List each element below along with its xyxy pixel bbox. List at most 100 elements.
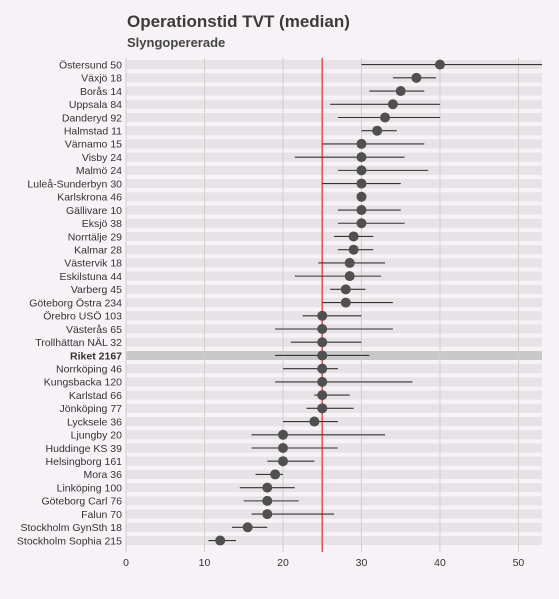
category-label: Kalmar 28 xyxy=(74,244,122,256)
category-label: Västerås 65 xyxy=(66,324,122,336)
data-point xyxy=(348,231,359,242)
category-label: Linköping 100 xyxy=(57,482,123,494)
x-tick-label: 40 xyxy=(434,557,446,569)
data-point xyxy=(317,376,328,387)
data-point xyxy=(344,257,355,268)
data-point xyxy=(317,363,328,374)
category-label: Göteborg Östra 234 xyxy=(29,297,122,309)
data-point xyxy=(309,416,320,427)
chart-title: Operationstid TVT (median) xyxy=(127,12,350,31)
data-point xyxy=(277,429,288,440)
data-point xyxy=(340,297,351,308)
row-band xyxy=(126,192,542,202)
chart-subtitle: Slyngopererade xyxy=(127,35,226,50)
category-label: Karlskrona 46 xyxy=(57,192,122,204)
x-tick-label: 0 xyxy=(123,557,129,569)
row-band xyxy=(126,218,542,228)
x-tick-label: 10 xyxy=(199,557,211,569)
category-label: Helsingborg 161 xyxy=(46,456,123,468)
data-point xyxy=(356,152,367,163)
category-label: Norrköping 46 xyxy=(56,363,122,375)
category-label: Örebro USÖ 103 xyxy=(43,311,122,323)
data-point xyxy=(356,165,367,176)
row-band xyxy=(126,73,542,83)
category-label: Mora 36 xyxy=(83,469,122,481)
category-label: Malmö 24 xyxy=(76,165,122,177)
category-label: Värnamo 15 xyxy=(65,139,122,151)
data-point xyxy=(356,138,367,149)
category-label: Eskilstuna 44 xyxy=(60,271,123,283)
data-point xyxy=(395,86,406,97)
category-label: Karlstad 66 xyxy=(69,390,122,402)
data-point xyxy=(277,442,288,453)
category-label: Danderyd 92 xyxy=(62,112,122,124)
data-point xyxy=(317,350,328,361)
data-point xyxy=(317,403,328,414)
category-label: Visby 24 xyxy=(82,152,122,164)
data-point xyxy=(411,72,422,83)
x-tick-label: 30 xyxy=(356,557,368,569)
category-label: Göteborg Carl 76 xyxy=(41,496,122,508)
category-label: Stockholm GynSth 18 xyxy=(20,522,122,534)
data-point xyxy=(356,205,367,216)
category-label: Eksjö 38 xyxy=(82,218,122,230)
data-point xyxy=(434,59,445,70)
data-point xyxy=(317,310,328,321)
row-band xyxy=(126,86,542,96)
data-point xyxy=(344,271,355,282)
data-point xyxy=(356,218,367,229)
row-band xyxy=(126,536,542,546)
data-point xyxy=(242,522,253,533)
row-band xyxy=(126,205,542,215)
data-point xyxy=(317,324,328,335)
category-label: Ljungby 20 xyxy=(71,430,123,442)
data-point xyxy=(262,509,273,520)
category-label: Riket 2167 xyxy=(70,350,122,362)
data-point xyxy=(262,495,273,506)
row-band xyxy=(126,522,542,532)
row-band xyxy=(126,456,542,466)
row-band xyxy=(126,245,542,255)
category-label: Stockholm Sophia 215 xyxy=(17,535,122,547)
category-label: Jönköping 77 xyxy=(60,403,123,415)
x-tick-label: 20 xyxy=(277,557,289,569)
row-band xyxy=(126,112,542,122)
category-label: Gällivare 10 xyxy=(66,205,122,217)
category-label: Växjö 18 xyxy=(81,73,122,85)
data-point xyxy=(372,125,383,136)
data-point xyxy=(317,337,328,348)
category-label: Luleå-Sunderbyn 30 xyxy=(27,178,122,190)
category-label: Falun 70 xyxy=(81,509,122,521)
category-label: Lycksele 36 xyxy=(67,416,122,428)
category-label: Halmstad 11 xyxy=(64,126,122,138)
category-label: Trollhättan NÄL 32 xyxy=(35,337,122,349)
category-label: Borås 14 xyxy=(80,86,122,98)
data-point xyxy=(340,284,351,295)
data-point xyxy=(317,390,328,401)
category-label: Västervik 18 xyxy=(64,258,122,270)
row-band xyxy=(126,165,542,175)
row-band xyxy=(126,126,542,136)
data-point xyxy=(277,456,288,467)
x-tick-labels: 0 10 20 30 40 50 xyxy=(123,557,524,569)
data-point xyxy=(270,469,281,480)
row-band xyxy=(126,496,542,506)
category-label: Huddinge KS 39 xyxy=(46,443,123,455)
data-point xyxy=(356,191,367,202)
category-label: Uppsala 84 xyxy=(69,99,122,111)
data-point xyxy=(380,112,391,123)
category-label: Varberg 45 xyxy=(71,284,122,296)
data-point xyxy=(348,244,359,255)
row-band xyxy=(126,483,542,493)
category-label: Östersund 50 xyxy=(59,59,122,71)
data-point xyxy=(387,99,398,110)
data-points xyxy=(215,59,445,546)
category-label: Kungsbacka 120 xyxy=(44,377,122,389)
row-band xyxy=(126,60,542,70)
x-tick-label: 50 xyxy=(513,557,525,569)
data-point xyxy=(215,535,226,546)
category-label: Norrtälje 29 xyxy=(68,231,122,243)
error-bars xyxy=(208,64,542,542)
